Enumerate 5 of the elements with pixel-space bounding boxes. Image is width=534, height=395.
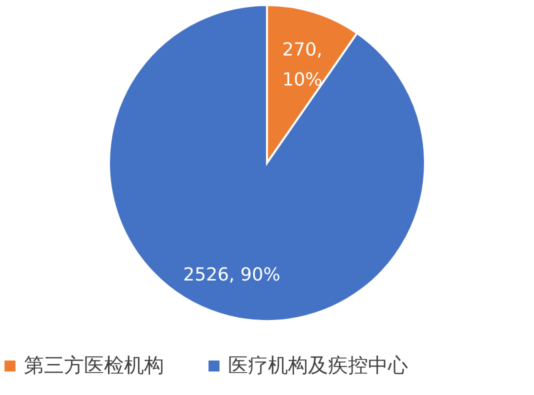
pie-slice: [108, 4, 426, 322]
legend-label: 医疗机构及疾控中心: [228, 353, 408, 377]
data-label: 2526, 90%: [183, 264, 280, 286]
legend-label: 第三方医检机构: [24, 353, 164, 377]
data-label: 270, 10%: [282, 39, 322, 90]
